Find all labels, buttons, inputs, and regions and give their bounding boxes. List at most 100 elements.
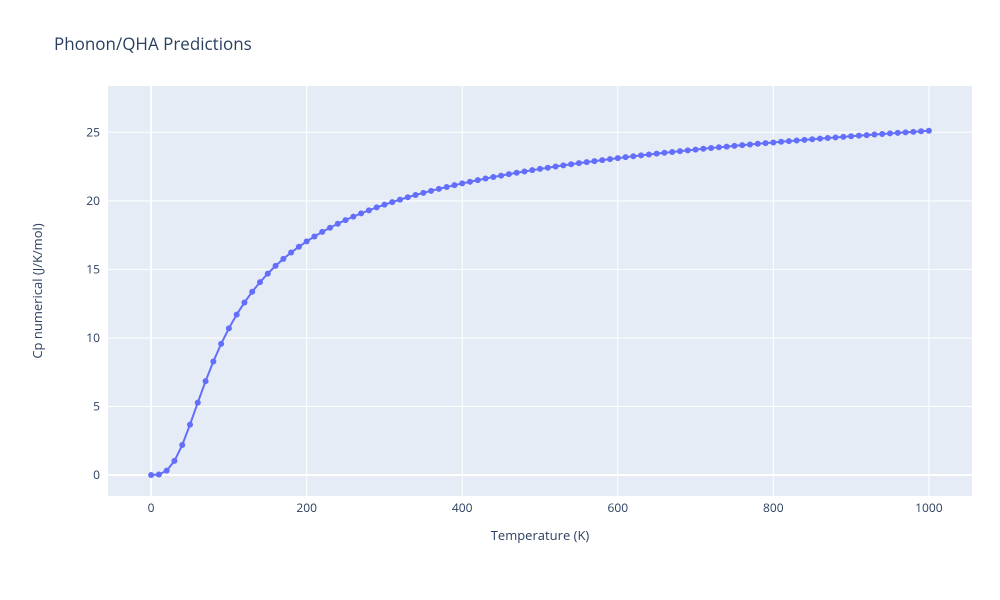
marker[interactable] [358, 210, 364, 216]
marker[interactable] [459, 180, 465, 186]
marker[interactable] [778, 139, 784, 145]
marker[interactable] [304, 238, 310, 244]
marker[interactable] [856, 133, 862, 139]
marker[interactable] [187, 422, 193, 428]
marker[interactable] [607, 156, 613, 162]
marker[interactable] [809, 136, 815, 142]
marker[interactable] [584, 159, 590, 165]
marker[interactable] [164, 468, 170, 474]
marker[interactable] [350, 214, 356, 220]
marker[interactable] [918, 128, 924, 134]
marker[interactable] [879, 131, 885, 137]
marker[interactable] [568, 161, 574, 167]
marker[interactable] [514, 170, 520, 176]
marker[interactable] [739, 142, 745, 148]
marker[interactable] [654, 151, 660, 157]
marker[interactable] [311, 233, 317, 239]
marker[interactable] [529, 167, 535, 173]
marker[interactable] [296, 244, 302, 250]
marker[interactable] [638, 152, 644, 158]
marker[interactable] [156, 471, 162, 477]
marker[interactable] [203, 378, 209, 384]
marker[interactable] [413, 192, 419, 198]
marker[interactable] [444, 184, 450, 190]
marker[interactable] [374, 204, 380, 210]
marker[interactable] [794, 137, 800, 143]
marker[interactable] [615, 155, 621, 161]
marker[interactable] [506, 171, 512, 177]
phonon-qha-chart[interactable]: 020040060080010000510152025Temperature (… [0, 0, 1000, 600]
marker[interactable] [669, 149, 675, 155]
marker[interactable] [179, 442, 185, 448]
marker[interactable] [420, 190, 426, 196]
marker[interactable] [903, 129, 909, 135]
marker[interactable] [234, 312, 240, 318]
marker[interactable] [630, 153, 636, 159]
marker[interactable] [599, 157, 605, 163]
marker[interactable] [405, 194, 411, 200]
marker[interactable] [724, 144, 730, 150]
marker[interactable] [700, 146, 706, 152]
marker[interactable] [257, 279, 263, 285]
marker[interactable] [195, 400, 201, 406]
marker[interactable] [226, 325, 232, 331]
marker[interactable] [817, 136, 823, 142]
marker[interactable] [249, 289, 255, 295]
marker[interactable] [871, 132, 877, 138]
marker[interactable] [218, 341, 224, 347]
marker[interactable] [335, 221, 341, 227]
marker[interactable] [786, 138, 792, 144]
marker[interactable] [763, 140, 769, 146]
marker[interactable] [840, 134, 846, 140]
marker[interactable] [887, 130, 893, 136]
marker[interactable] [288, 250, 294, 256]
marker[interactable] [801, 137, 807, 143]
marker[interactable] [428, 188, 434, 194]
marker[interactable] [366, 207, 372, 213]
marker[interactable] [693, 147, 699, 153]
marker[interactable] [171, 458, 177, 464]
marker[interactable] [661, 150, 667, 156]
marker[interactable] [319, 229, 325, 235]
marker[interactable] [623, 154, 629, 160]
marker[interactable] [265, 271, 271, 277]
marker[interactable] [833, 134, 839, 140]
marker[interactable] [280, 256, 286, 262]
marker[interactable] [475, 177, 481, 183]
marker[interactable] [895, 130, 901, 136]
marker[interactable] [708, 145, 714, 151]
marker[interactable] [910, 129, 916, 135]
marker[interactable] [685, 147, 691, 153]
marker[interactable] [490, 174, 496, 180]
marker[interactable] [483, 176, 489, 182]
marker[interactable] [848, 133, 854, 139]
marker[interactable] [389, 199, 395, 205]
marker[interactable] [591, 158, 597, 164]
marker[interactable] [576, 160, 582, 166]
marker[interactable] [273, 263, 279, 269]
marker[interactable] [825, 135, 831, 141]
marker[interactable] [545, 165, 551, 171]
marker[interactable] [716, 144, 722, 150]
marker[interactable] [770, 139, 776, 145]
marker[interactable] [451, 182, 457, 188]
marker[interactable] [864, 132, 870, 138]
marker[interactable] [553, 164, 559, 170]
marker[interactable] [498, 173, 504, 179]
marker[interactable] [381, 202, 387, 208]
marker[interactable] [747, 141, 753, 147]
marker[interactable] [677, 148, 683, 154]
marker[interactable] [210, 358, 216, 364]
marker[interactable] [436, 186, 442, 192]
marker[interactable] [148, 472, 154, 478]
marker[interactable] [755, 141, 761, 147]
marker[interactable] [560, 162, 566, 168]
marker[interactable] [646, 151, 652, 157]
marker[interactable] [731, 143, 737, 149]
marker[interactable] [241, 299, 247, 305]
marker[interactable] [926, 128, 932, 134]
marker[interactable] [327, 225, 333, 231]
marker[interactable] [521, 168, 527, 174]
marker[interactable] [343, 217, 349, 223]
marker[interactable] [397, 197, 403, 203]
